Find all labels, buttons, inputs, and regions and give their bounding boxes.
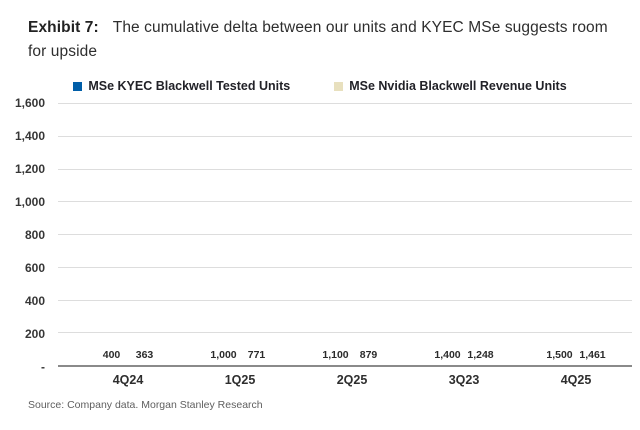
y-axis: 1,600 1,400 1,200 1,000 800 600 400 200 - bbox=[0, 96, 58, 374]
x-axis-label-3q23: 3Q23 bbox=[448, 373, 480, 387]
legend-item-nvidia-revenue-units: MSe Nvidia Blackwell Revenue Units bbox=[334, 79, 567, 93]
gridline bbox=[58, 135, 632, 137]
y-tick-label: 400 bbox=[24, 294, 45, 308]
x-axis-label-4q25: 4Q25 bbox=[560, 373, 592, 387]
y-tick-label: 1,000 bbox=[14, 195, 45, 209]
exhibit-title: Exhibit 7: The cumulative delta between o… bbox=[0, 0, 640, 64]
y-tick-label: 1,200 bbox=[14, 162, 45, 176]
gridline bbox=[58, 332, 632, 334]
x-axis: 4Q24 1Q25 2Q25 3Q23 4Q25 bbox=[0, 373, 632, 387]
bar-value-label: 1,400 bbox=[434, 349, 461, 361]
bar-value-label: 1,000 bbox=[210, 349, 237, 361]
legend-swatch-beige bbox=[334, 81, 344, 91]
bar-value-label: 400 bbox=[102, 349, 121, 361]
gridline bbox=[58, 168, 632, 170]
x-axis-label-1q25: 1Q25 bbox=[224, 373, 256, 387]
y-tick-label: 1,600 bbox=[14, 96, 45, 110]
bar-value-label: 363 bbox=[135, 349, 154, 361]
gridline bbox=[58, 266, 632, 268]
x-axis-label-4q24: 4Q24 bbox=[112, 373, 144, 387]
bar-value-label: 1,100 bbox=[322, 349, 349, 361]
bar-chart: 1,600 1,400 1,200 1,000 800 600 400 200 - 400 363… bbox=[0, 96, 632, 374]
y-tick-label: 800 bbox=[24, 228, 45, 242]
bar-value-label: 879 bbox=[359, 349, 378, 361]
gridline bbox=[58, 201, 632, 203]
source-note: Source: Company data. Morgan Stanley Res… bbox=[28, 399, 263, 411]
exhibit-number-label: Exhibit 7: bbox=[28, 19, 99, 36]
plot-area: 400 363 1,000 771 1,100 879 1,400 1,248 1,500 1,4… bbox=[58, 103, 632, 367]
y-tick-label: 600 bbox=[24, 261, 45, 275]
x-axis-label-2q25: 2Q25 bbox=[336, 373, 368, 387]
bar-value-label: 771 bbox=[247, 349, 266, 361]
gridline bbox=[58, 299, 632, 301]
bar-value-label: 1,500 bbox=[546, 349, 573, 361]
legend-label-kyec: MSe KYEC Blackwell Tested Units bbox=[88, 79, 291, 93]
chart-legend: MSe KYEC Blackwell Tested Units MSe Nvid… bbox=[0, 79, 640, 93]
legend-item-kyec-tested-units: MSe KYEC Blackwell Tested Units bbox=[73, 79, 290, 93]
gridline bbox=[58, 103, 632, 104]
x-axis-spacer bbox=[0, 373, 58, 387]
y-tick-label: 1,400 bbox=[14, 129, 45, 143]
bar-value-label: 1,248 bbox=[467, 349, 494, 361]
y-tick-label: - bbox=[41, 360, 45, 374]
exhibit-title-text: The cumulative delta between our units a… bbox=[28, 19, 608, 60]
legend-label-nvidia: MSe Nvidia Blackwell Revenue Units bbox=[349, 79, 567, 93]
y-tick-label: 200 bbox=[24, 327, 45, 341]
legend-swatch-blue bbox=[73, 81, 83, 91]
bar-groups: 400 363 1,000 771 1,100 879 1,400 1,248 1,500 1,4… bbox=[58, 103, 632, 365]
gridline bbox=[58, 234, 632, 235]
x-axis-labels: 4Q24 1Q25 2Q25 3Q23 4Q25 bbox=[58, 373, 632, 387]
bar-value-label: 1,461 bbox=[579, 349, 606, 361]
